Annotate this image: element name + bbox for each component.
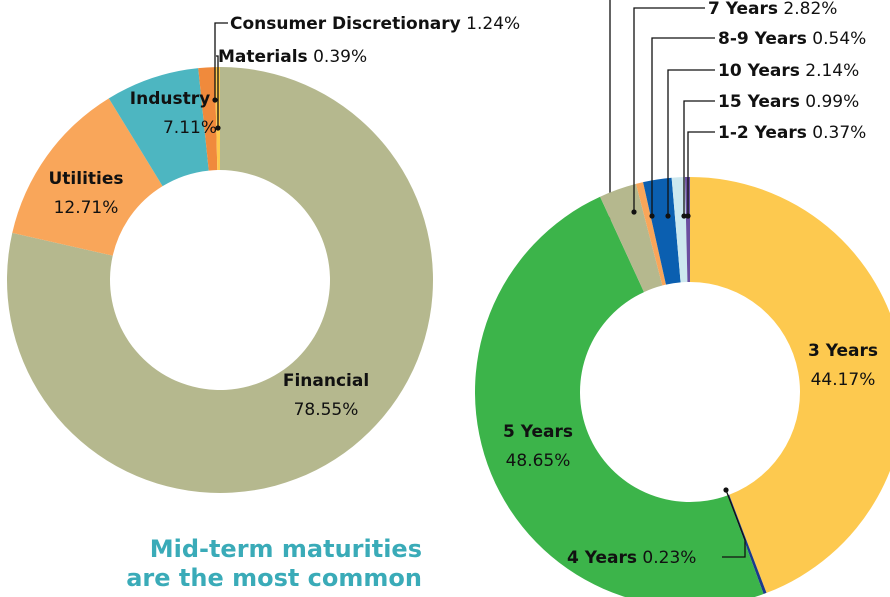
caption: are the most common: [126, 564, 422, 592]
slice: [7, 67, 434, 493]
leader-line: [667, 69, 715, 216]
slice-name: 4 Years: [567, 548, 637, 568]
slice-value: 0.54%: [812, 29, 866, 49]
slice-label: 3 Years: [808, 341, 878, 361]
leader-dot: [631, 209, 637, 215]
slice-label: 1-2 Years 0.37%: [718, 123, 866, 143]
leader-line: [683, 100, 715, 216]
slice: [198, 67, 218, 171]
leader-line: [651, 37, 715, 216]
leader-dot: [212, 97, 218, 103]
slice-label: 15 Years 0.99%: [718, 92, 859, 112]
slice-value: 44.17%: [811, 370, 876, 390]
leader-line: [722, 489, 746, 558]
slice: [600, 183, 663, 293]
leader-line: [214, 22, 228, 100]
leader-line: [687, 131, 715, 216]
slice: [12, 98, 163, 256]
slice-label: Utilities: [48, 169, 123, 189]
slice-name: 1-2 Years: [718, 123, 807, 143]
leader-dot: [681, 213, 687, 219]
slice-label: 4 Years 0.23%: [567, 548, 696, 568]
leader-dot: [665, 213, 671, 219]
slice: [635, 182, 666, 286]
slice-label: 5 Years: [503, 422, 573, 442]
leader-line: [633, 7, 705, 212]
slice-value: 48.65%: [506, 451, 571, 471]
slice: [108, 68, 209, 187]
slice: [475, 196, 764, 597]
caption: Mid-term maturities: [150, 535, 422, 563]
slice-name: 10 Years: [718, 61, 800, 81]
slice: [690, 177, 890, 593]
slice-name: 7 Years: [708, 0, 778, 19]
slice-label: Financial: [283, 371, 369, 391]
slice-value: 0.99%: [805, 92, 859, 112]
slice-value: 78.55%: [294, 400, 359, 420]
slice-value: 2.14%: [805, 61, 859, 81]
leader-line: [216, 55, 219, 128]
slice-name: 15 Years: [718, 92, 800, 112]
slice: [684, 177, 690, 283]
slice-label: Industry: [130, 89, 210, 109]
slice-name: Materials: [218, 47, 308, 67]
slice-label: 8-9 Years 0.54%: [718, 29, 866, 49]
slice-value: 1.24%: [466, 14, 520, 34]
slice-name: Consumer Discretionary: [230, 14, 461, 34]
slice-value: 0.23%: [642, 548, 696, 568]
leader-dot: [723, 487, 729, 493]
slice-label: Consumer Discretionary 1.24%: [230, 14, 520, 34]
slice-value: 0.39%: [313, 47, 367, 67]
slice-value: 7.11%: [163, 118, 217, 138]
slice-value: 2.82%: [783, 0, 837, 19]
leader-dot: [685, 213, 691, 219]
leader-dot: [649, 213, 655, 219]
slice-value: 0.37%: [812, 123, 866, 143]
leader-dot: [215, 125, 221, 131]
slice-label: Materials 0.39%: [218, 47, 367, 67]
slice-name: 8-9 Years: [718, 29, 807, 49]
slice-value: 12.71%: [54, 198, 119, 218]
slice-label: 7 Years 2.82%: [708, 0, 837, 19]
slice-label: 10 Years 2.14%: [718, 61, 859, 81]
